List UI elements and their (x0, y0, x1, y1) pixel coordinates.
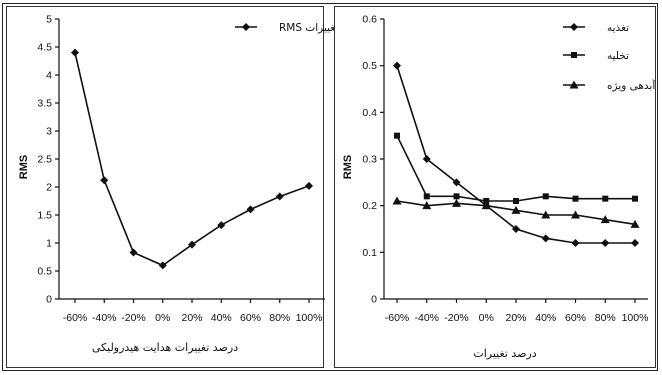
chart-left-svg: تغییرات RMS RMS درصد تغییرات هدایت هیدرو… (18, 14, 338, 355)
right-series-2-point (542, 193, 549, 200)
right-series-2-point (632, 195, 638, 202)
left-series-1-point (158, 261, 167, 270)
left-y-tick-label: 4.5 (37, 42, 52, 54)
right-series-3-point (541, 210, 551, 219)
right-series-3-point (571, 210, 580, 219)
right-x-tick-label: 0% (479, 312, 494, 324)
legend-label-discharge: تخلیه (607, 50, 629, 62)
right-series-2-point (483, 198, 490, 204)
left-x-tick-label: 80% (269, 312, 290, 324)
left-x-tick-label: 20% (181, 312, 202, 324)
left-x-tick-label: -60% (63, 312, 88, 324)
left-y-tick-label: 0 (46, 294, 52, 306)
right-series-1-point (631, 239, 639, 247)
left-series-1-point (246, 205, 255, 214)
right-series-line-1 (396, 65, 635, 244)
right-series-1-point (393, 61, 401, 70)
right-y-tick-label: 0 (371, 294, 377, 306)
chart-right-svg: تغذیه تخلیه آبدهی ویژه RMS درصد تغییرات … (342, 14, 656, 361)
right-legend-marker-3 (569, 80, 579, 89)
legend-label-recharge: تغذیه (607, 22, 629, 34)
left-series-1-point (100, 176, 109, 185)
left-x-tick-label: 100% (296, 312, 323, 324)
right-y-tick-label: 0.3 (362, 154, 377, 166)
right-series-2-point (513, 198, 519, 204)
x-axis-label-left: درصد تغییرات هدایت هیدرولیکی (92, 341, 238, 354)
right-x-tick-label: 80% (595, 312, 616, 324)
left-series-1-point (188, 240, 196, 249)
left-y-tick-label: 1 (46, 238, 52, 250)
y-axis-label-right: RMS (342, 155, 354, 179)
right-series-1-point (512, 225, 520, 233)
right-y-tick-label: 0.5 (362, 60, 377, 72)
right-series-1-point (601, 239, 610, 247)
left-x-tick-label: 0% (155, 312, 170, 324)
right-series-1-point (541, 234, 550, 243)
right-series-3-point (422, 201, 432, 210)
right-legend-marker-2 (571, 52, 577, 58)
right-x-tick-label: 40% (535, 312, 556, 324)
left-y-tick-label: 4 (46, 70, 52, 82)
legend-label-specific-yield: آبدهی ویژه (607, 79, 656, 92)
chart-panel-left: تغییرات RMS RMS درصد تغییرات هدایت هیدرو… (6, 6, 338, 368)
right-series-2-point (453, 193, 460, 200)
right-series-1-point (422, 155, 431, 163)
left-x-tick-label: -40% (92, 312, 117, 324)
left-x-tick-label: -20% (121, 312, 146, 324)
right-series-1-point (452, 178, 461, 187)
right-series-3-point (481, 201, 491, 210)
left-x-tick-label: 60% (240, 312, 261, 324)
left-series-1-point (275, 192, 284, 201)
right-y-tick-label: 0.6 (362, 14, 377, 26)
left-series-1-point (71, 48, 79, 57)
right-series-3-point (511, 205, 521, 214)
right-x-tick-label: -20% (444, 312, 469, 324)
right-series-2-point (423, 193, 430, 200)
right-x-tick-label: 100% (622, 312, 649, 324)
left-y-tick-label: 3.5 (37, 98, 52, 110)
y-axis-label-left: RMS (18, 155, 30, 179)
left-series-1-point (129, 248, 138, 257)
right-series-line-2 (396, 135, 635, 202)
left-series-1-point (305, 181, 313, 190)
right-x-tick-label: 20% (505, 312, 526, 324)
right-series-3-point (600, 215, 610, 224)
right-legend-marker-1 (570, 23, 578, 31)
right-series-2-point (572, 195, 579, 202)
left-y-tick-label: 2 (46, 182, 52, 194)
right-series-3-point (452, 198, 461, 207)
right-series-1-point (571, 239, 580, 247)
right-series-3-point (392, 196, 402, 205)
right-y-tick-label: 0.4 (362, 107, 377, 119)
right-x-tick-label: -60% (385, 312, 410, 324)
right-series-2-point (394, 132, 400, 139)
x-axis-label-right: درصد تغییرات (473, 347, 536, 360)
left-x-tick-label: 40% (211, 312, 232, 324)
right-series-3-point (630, 219, 640, 228)
left-series-1-point (217, 221, 226, 230)
legend-label-rms: تغییرات RMS (279, 22, 338, 34)
left-y-tick-label: 2.5 (37, 154, 52, 166)
left-y-tick-label: 5 (46, 14, 52, 26)
left-legend-marker-1 (242, 23, 250, 31)
left-y-tick-label: 0.5 (37, 266, 52, 278)
right-x-tick-label: -40% (414, 312, 439, 324)
right-y-tick-label: 0.1 (362, 247, 377, 259)
left-series-line-1 (74, 52, 310, 267)
right-series-2-point (602, 195, 609, 202)
right-y-tick-label: 0.2 (362, 200, 377, 212)
chart-panel-right: تغذیه تخلیه آبدهی ویژه RMS درصد تغییرات … (334, 6, 656, 368)
left-y-tick-label: 1.5 (37, 210, 52, 222)
left-y-tick-label: 3 (46, 126, 52, 138)
right-x-tick-label: 60% (565, 312, 586, 324)
